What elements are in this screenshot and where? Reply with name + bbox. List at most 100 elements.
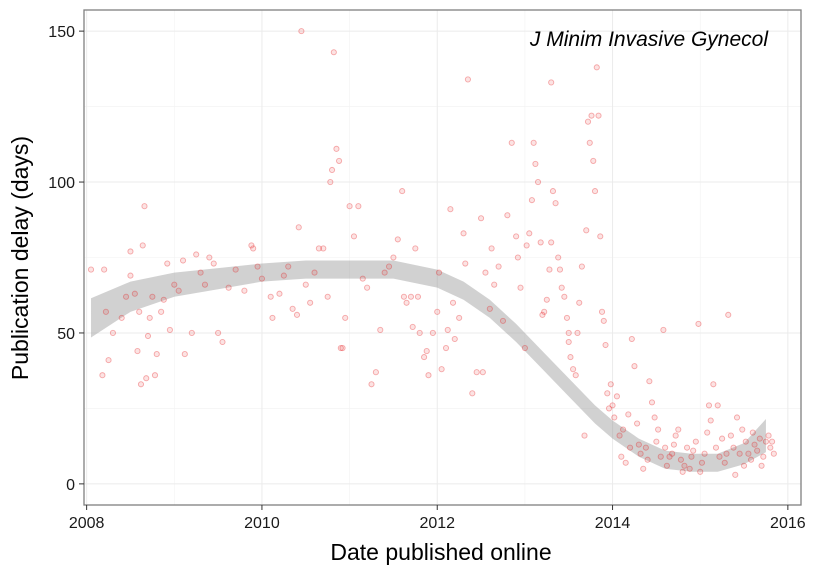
data-point	[449, 299, 457, 306]
data-point	[315, 245, 322, 252]
data-point	[158, 308, 165, 315]
data-point	[690, 447, 697, 454]
data-point	[381, 269, 388, 276]
data-point	[646, 378, 653, 385]
data-point	[742, 438, 749, 445]
data-point	[421, 354, 428, 361]
data-point	[499, 317, 507, 324]
data-point	[330, 49, 337, 56]
data-point	[101, 266, 108, 273]
data-point	[127, 272, 134, 279]
data-point	[127, 248, 134, 255]
data-point	[598, 308, 606, 315]
data-point	[197, 269, 204, 276]
data-point	[394, 236, 401, 243]
data-point	[597, 233, 604, 240]
data-point	[143, 375, 150, 382]
data-point	[593, 64, 600, 71]
data-point	[521, 344, 528, 352]
data-point	[285, 263, 292, 270]
data-point	[390, 254, 397, 261]
x-tick-label: 2010	[244, 515, 280, 532]
data-point	[666, 453, 673, 460]
data-point	[508, 139, 515, 146]
data-point	[576, 299, 583, 306]
data-point	[695, 320, 702, 327]
data-point	[640, 465, 647, 472]
data-point	[215, 329, 222, 337]
data-point	[137, 381, 145, 388]
data-point	[482, 269, 489, 276]
data-point	[770, 450, 777, 457]
data-point	[758, 462, 765, 469]
y-tick-label: 100	[48, 175, 75, 192]
data-point	[280, 272, 287, 279]
plot-border	[83, 9, 802, 506]
grid	[84, 10, 801, 505]
data-point	[336, 157, 343, 164]
data-point	[109, 329, 116, 337]
data-point	[105, 357, 112, 364]
data-point	[714, 402, 721, 409]
data-point	[662, 444, 669, 451]
data-point	[201, 281, 209, 288]
data-point	[565, 329, 572, 337]
data-point	[642, 444, 649, 451]
data-point	[409, 323, 416, 330]
smooth-band	[91, 260, 766, 472]
data-point	[628, 335, 635, 343]
data-point	[611, 414, 618, 421]
data-point	[164, 260, 171, 267]
data-point	[730, 444, 737, 451]
data-point	[769, 438, 776, 445]
data-point	[705, 402, 713, 409]
data-point	[740, 462, 748, 469]
data-point	[442, 344, 450, 352]
data-point	[751, 441, 758, 448]
data-point	[716, 453, 723, 460]
data-point	[567, 354, 574, 361]
data-point	[385, 263, 393, 270]
data-point	[456, 314, 463, 321]
data-point	[188, 329, 195, 337]
data-point	[736, 450, 743, 457]
data-point	[87, 266, 95, 273]
data-point	[495, 263, 502, 270]
data-point	[241, 287, 248, 294]
data-point	[478, 215, 485, 222]
data-point	[672, 432, 679, 439]
data-point	[657, 453, 664, 460]
y-tick-label: 50	[57, 326, 75, 343]
data-point	[517, 284, 524, 291]
data-point	[692, 438, 699, 445]
data-point	[655, 426, 662, 433]
data-point	[526, 230, 533, 237]
data-point	[528, 197, 535, 204]
data-point	[293, 311, 301, 318]
data-point	[605, 405, 613, 412]
data-point	[136, 308, 143, 315]
data-point	[149, 293, 156, 300]
data-point	[570, 366, 577, 373]
data-point	[206, 254, 213, 261]
data-point	[679, 468, 686, 475]
y-tick-label: 0	[66, 477, 75, 494]
data-point	[298, 28, 305, 35]
data-point	[342, 314, 349, 321]
data-point	[423, 348, 430, 355]
data-point	[558, 284, 565, 291]
data-point	[701, 450, 708, 457]
data-point	[118, 314, 125, 321]
data-point	[513, 233, 520, 240]
data-point	[719, 435, 726, 442]
y-tick-label: 150	[48, 24, 75, 41]
data-point	[616, 432, 623, 439]
data-point	[434, 308, 441, 315]
data-point	[364, 284, 371, 291]
x-axis-title: Date published online	[330, 539, 551, 565]
data-point	[622, 459, 629, 466]
data-point	[447, 206, 454, 213]
data-point	[732, 471, 739, 478]
data-point	[684, 444, 691, 451]
